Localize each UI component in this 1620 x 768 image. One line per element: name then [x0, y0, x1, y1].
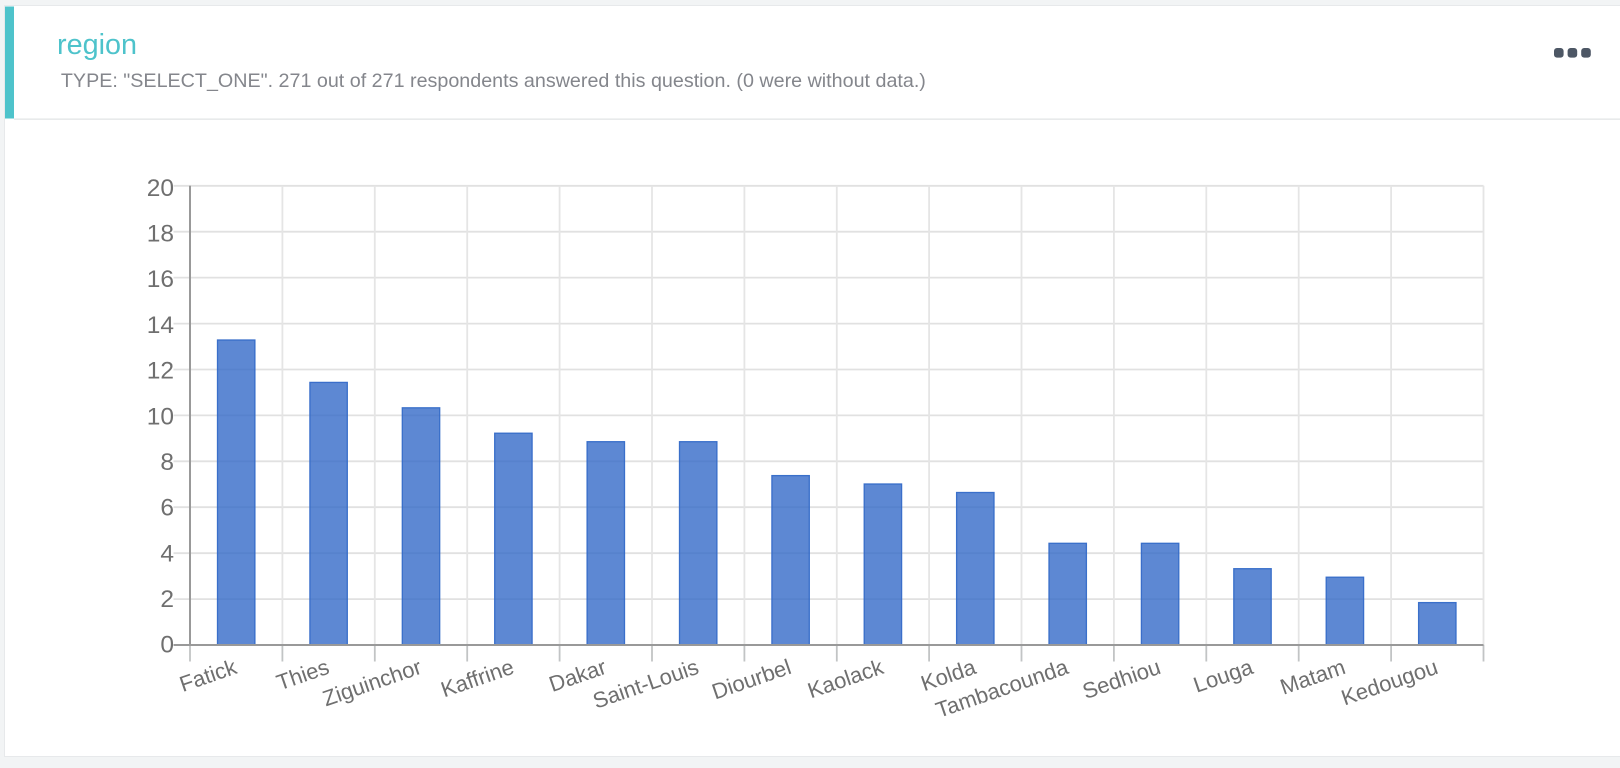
svg-text:2: 2 [160, 586, 174, 613]
svg-text:0: 0 [160, 632, 174, 659]
svg-text:18: 18 [147, 221, 174, 248]
svg-text:14: 14 [147, 312, 174, 339]
svg-text:10: 10 [147, 403, 174, 430]
svg-text:6: 6 [160, 495, 174, 522]
svg-text:16: 16 [147, 266, 174, 293]
svg-text:region: region [57, 29, 137, 61]
svg-text:12: 12 [147, 358, 174, 385]
svg-text:4: 4 [160, 540, 174, 567]
svg-text:20: 20 [147, 175, 174, 202]
svg-text:8: 8 [160, 449, 174, 476]
svg-text:TYPE: "SELECT_ONE". 271 out of: TYPE: "SELECT_ONE". 271 out of 271 respo… [61, 70, 926, 92]
